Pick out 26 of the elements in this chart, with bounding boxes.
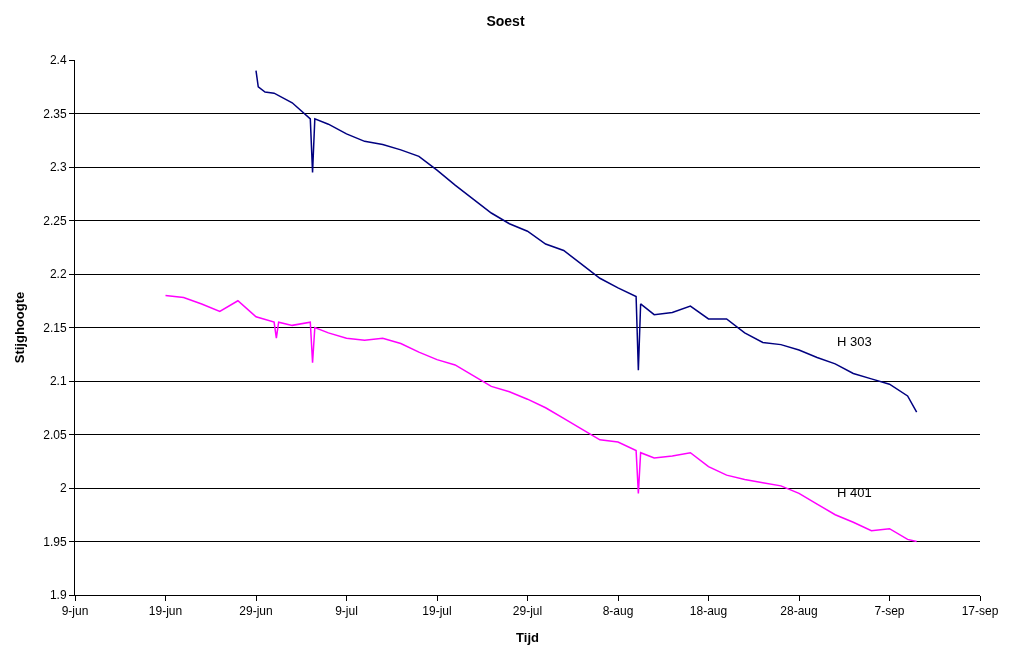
y-tick-label: 2.2: [49, 267, 67, 282]
x-tick-label: 17-sep: [961, 604, 999, 619]
x-tick-label: 19-jul: [422, 604, 452, 619]
chart-title: Soest: [486, 13, 525, 30]
x-axis-title: Tijd: [516, 630, 539, 645]
x-tick-label: 29-jul: [512, 604, 543, 619]
y-tick-label: 1.95: [43, 534, 67, 549]
x-tick-label: 7-sep: [874, 604, 905, 619]
x-tick-label: 29-jun: [239, 604, 273, 619]
y-tick-label: 2: [59, 481, 67, 496]
x-tick-label: 19-jun: [148, 604, 183, 619]
y-axis-title: Stijghoogte: [12, 291, 28, 364]
y-tick-label: 1.9: [49, 588, 67, 603]
y-tick-label: 2.4: [49, 53, 67, 68]
x-tick-label: 28-aug: [780, 604, 818, 619]
x-tick-label: 9-jul: [335, 604, 358, 619]
y-tick-label: 2.25: [43, 213, 67, 228]
x-tick-label: 8-aug: [602, 604, 634, 619]
y-tick-label: 2.3: [49, 160, 67, 175]
y-tick-label: 2.05: [43, 427, 67, 442]
y-tick-label: 2.15: [43, 320, 67, 335]
x-tick-label: 18-aug: [689, 604, 728, 619]
y-tick-label: 2.1: [49, 374, 67, 389]
series-label: H 303: [837, 334, 872, 349]
y-tick-label: 2.35: [43, 106, 67, 121]
x-tick-label: 9-jun: [61, 604, 89, 619]
